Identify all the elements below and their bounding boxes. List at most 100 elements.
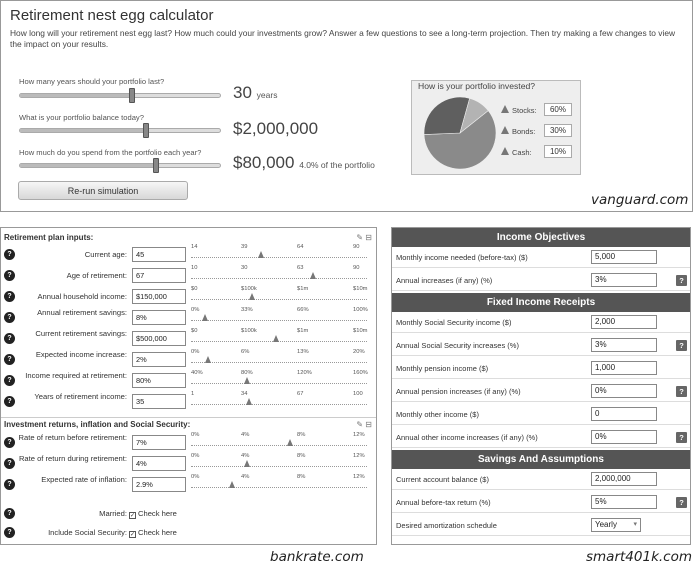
help-circle-icon[interactable]: ? [4,312,15,323]
balance-slider-handle[interactable] [143,123,149,138]
investment-input-input[interactable]: 4% [132,456,186,471]
plan-input-input[interactable]: 45 [132,247,186,262]
pie-slice-bonds [423,96,471,135]
years-slider[interactable] [19,88,221,103]
field-input[interactable]: 0% [591,384,657,398]
help-circle-icon[interactable]: ? [4,333,15,344]
section2-edit-collapse-icons[interactable]: ✎ ⊟ [356,420,372,429]
field-input[interactable]: 2,000 [591,315,657,329]
field-input[interactable]: 3% [591,338,657,352]
social-security-label: Include Social Security: [48,528,127,537]
slider-tick-label: 40% [191,370,203,376]
plan-input-slider-marker[interactable] [249,293,256,300]
plan-input-slider-rail[interactable] [191,362,367,363]
field-input[interactable]: 3% [591,273,657,287]
plan-input-slider-marker[interactable] [201,314,208,321]
plan-input-slider-marker[interactable] [257,251,264,258]
married-label: Married: [99,509,127,518]
slider-tick-label: 8% [297,453,306,459]
years-slider-handle[interactable] [129,88,135,103]
plan-input-input[interactable]: $150,000 [132,289,186,304]
plan-input-slider-ticks: 10 30 63 90 [191,265,371,273]
plan-input-slider-rail[interactable] [191,341,367,342]
plan-input-slider-marker[interactable] [273,335,279,342]
plan-input-input[interactable]: 2% [132,352,186,367]
help-circle-icon[interactable]: ? [4,508,15,519]
plan-input-input[interactable]: 80% [132,373,186,388]
slider-tick-label: 160% [353,370,368,376]
investment-input-input[interactable]: 7% [132,435,186,450]
field-input[interactable]: 5,000 [591,250,657,264]
allocation-row-bonds: Bonds: 30% [501,124,581,138]
plan-input-slider-marker[interactable] [310,272,317,279]
section-header: Savings And Assumptions [392,450,690,469]
field-input[interactable]: 0% [591,430,657,444]
slider-tick-label: $0 [191,286,198,292]
slider-tick-label: 0% [191,307,200,313]
plan-input-slider-ticks: 40% 80% 120% 160% [191,370,371,378]
plan-input-slider-marker[interactable] [244,377,251,384]
help-icon[interactable]: ? [676,386,687,397]
investment-input-slider-marker[interactable] [244,460,251,467]
plan-input-slider-rail[interactable] [191,383,367,384]
balance-slider[interactable] [19,123,221,138]
investment-input-input[interactable]: 2.9% [132,477,186,492]
help-icon[interactable]: ? [676,432,687,443]
spend-slider-handle[interactable] [153,158,159,173]
help-circle-icon[interactable]: ? [4,458,15,469]
slider-tick-label: 0% [191,453,200,459]
field-input[interactable]: 0 [591,407,657,421]
plan-input-slider-rail[interactable] [191,320,367,321]
field-input[interactable]: 5% [591,495,657,509]
plan-input-slider-marker[interactable] [205,356,211,363]
social-security-checkbox-box[interactable]: ✓ [129,531,136,538]
plan-input-slider-marker[interactable] [245,398,252,405]
help-circle-icon[interactable]: ? [4,291,15,302]
plan-input-input[interactable]: 67 [132,268,186,283]
help-icon[interactable]: ? [676,340,687,351]
investment-input-slider-rail[interactable] [191,487,367,488]
slider-tick-label: 120% [297,370,312,376]
plan-input-input[interactable]: $500,000 [132,331,186,346]
balance-value: $2,000,000 [233,119,319,138]
stocks-percent-input[interactable]: 60% [544,103,572,116]
plan-input-slider-rail[interactable] [191,299,367,300]
investment-input-slider-marker[interactable] [286,439,293,446]
section1-edit-collapse-icons[interactable]: ✎ ⊟ [356,233,372,242]
married-checkbox-box[interactable]: ✓ [129,512,136,519]
help-circle-icon[interactable]: ? [4,527,15,538]
cash-percent-input[interactable]: 10% [544,145,572,158]
plan-input-label: Annual household income: [37,292,127,301]
bonds-label: Bonds: [512,127,536,136]
slider-tick-label: 80% [241,370,253,376]
help-circle-icon[interactable]: ? [4,479,15,490]
plan-input-slider-rail[interactable] [191,257,367,258]
help-circle-icon[interactable]: ? [4,437,15,448]
bonds-percent-input[interactable]: 30% [544,124,572,137]
plan-input-slider-rail[interactable] [191,278,367,279]
spend-slider[interactable] [19,158,221,173]
investment-input-slider-rail[interactable] [191,466,367,467]
investment-input-slider-rail[interactable] [191,445,367,446]
plan-input-input[interactable]: 35 [132,394,186,409]
help-icon[interactable]: ? [676,275,687,286]
slider-tick-label: 6% [241,349,250,355]
help-circle-icon[interactable]: ? [4,354,15,365]
help-circle-icon[interactable]: ? [4,396,15,407]
help-circle-icon[interactable]: ? [4,249,15,260]
field-input[interactable]: 1,000 [591,361,657,375]
investment-input-slider-marker[interactable] [228,481,235,488]
social-security-checkbox[interactable]: ✓ Check here [129,528,177,538]
plan-input-input[interactable]: 8% [132,310,186,325]
plan-input-slider-ticks: 0% 33% 66% 100% [191,307,371,315]
plan-input-slider-rail[interactable] [191,404,367,405]
married-checkbox[interactable]: ✓ Check here [129,509,177,519]
help-circle-icon[interactable]: ? [4,270,15,281]
field-input[interactable]: 2,000,000 [591,472,657,486]
field-label: Current account balance ($) [396,475,489,484]
help-circle-icon[interactable]: ? [4,375,15,386]
help-icon[interactable]: ? [676,497,687,508]
amortization-select[interactable]: Yearly ▾ [591,518,641,532]
chevron-down-icon[interactable]: ▾ [633,521,637,528]
rerun-simulation-button[interactable]: Re-run simulation [18,181,188,200]
